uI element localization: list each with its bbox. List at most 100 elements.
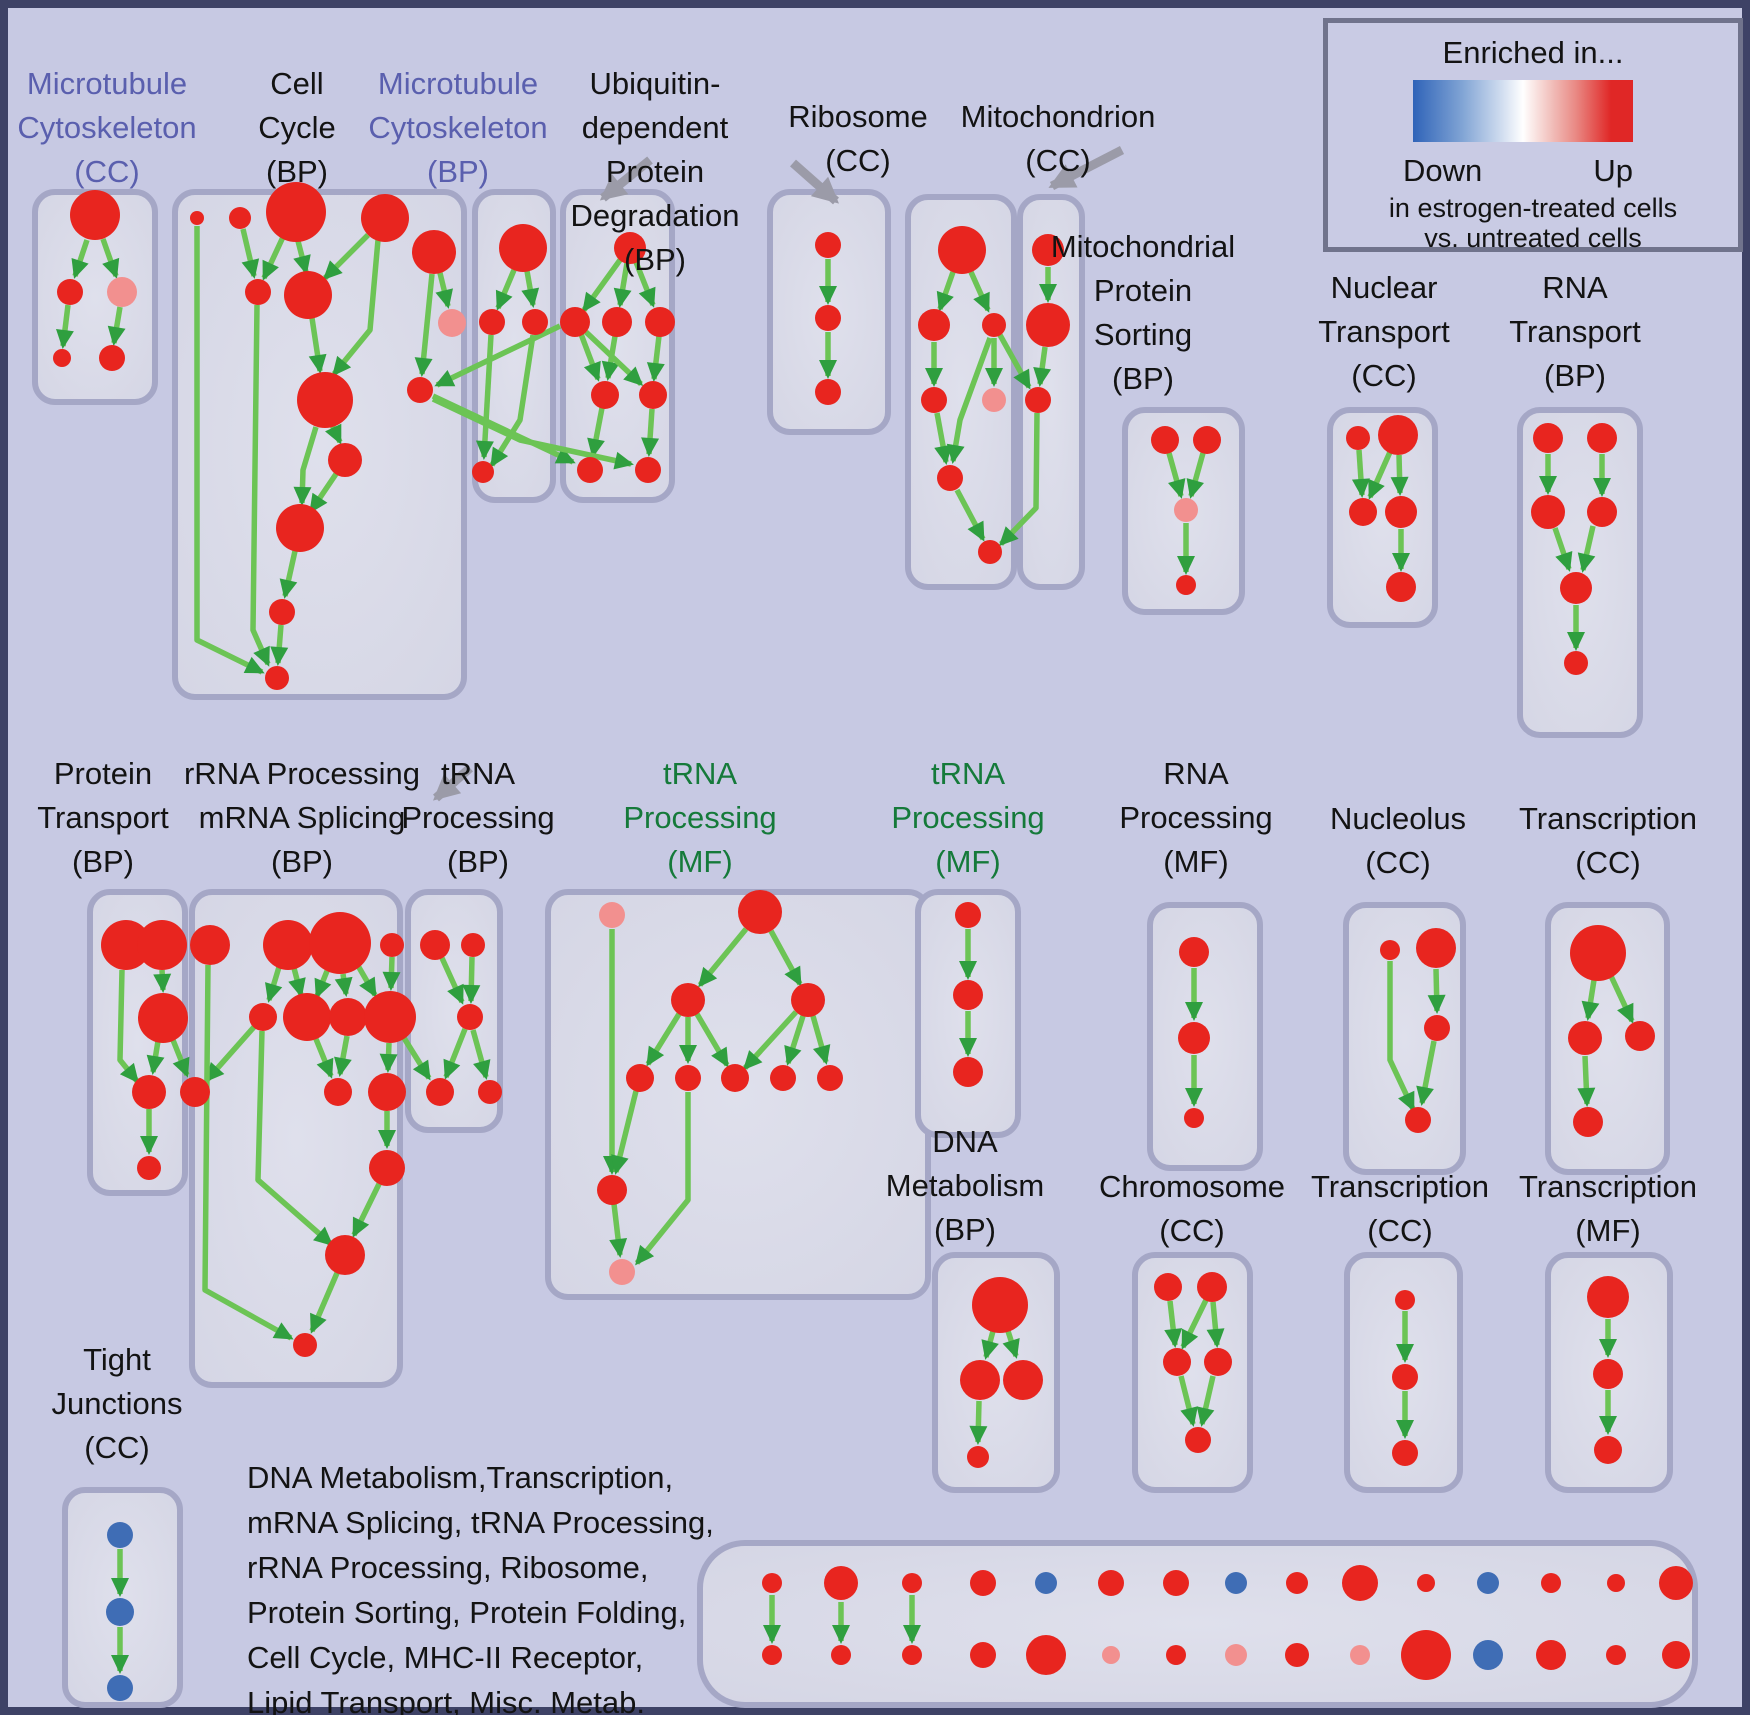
gene-node-blue (107, 1675, 133, 1701)
edge-arrow (255, 1030, 334, 1247)
edge-arrow (1416, 1040, 1437, 1106)
edge-arrow (641, 408, 660, 457)
gene-node-red (902, 1573, 922, 1593)
gene-node-red (1003, 1360, 1043, 1400)
edge-arrow (609, 1203, 628, 1258)
gene-node-red (1026, 1635, 1066, 1675)
gene-node-red (831, 1645, 851, 1665)
gene-node-blue (1473, 1640, 1503, 1670)
gene-node-red (1625, 1021, 1655, 1051)
cluster-box-tight-junctions-cc (62, 1487, 183, 1708)
edge-arrow (475, 334, 494, 460)
gene-node-red (970, 1642, 996, 1668)
gene-node-red (921, 387, 947, 413)
cross-edge-arrow (170, 1038, 190, 1078)
gene-node-red (626, 1064, 654, 1092)
edge-arrow (107, 306, 126, 346)
edge-arrow (146, 1040, 165, 1075)
edge-arrow (1164, 1300, 1183, 1348)
cluster-label-transcription-cc-bottom: Transcription (CC) (1310, 1169, 1490, 1248)
gene-node-pink (982, 388, 1006, 412)
gene-node-red (972, 1277, 1028, 1333)
edge-arrow (810, 1015, 831, 1065)
edge-arrow (414, 273, 435, 377)
gene-node-red (522, 309, 548, 335)
edge-arrow (768, 929, 803, 987)
gene-node-red (1026, 303, 1070, 347)
gene-node-red (457, 1004, 483, 1030)
gene-node-red (1587, 497, 1617, 527)
cluster-label-dna-metabolism-bp: DNA Metabolism (BP) (885, 1124, 1045, 1247)
edge-arrow (946, 337, 993, 464)
gene-node-red (269, 599, 295, 625)
gene-node-red (1405, 1107, 1431, 1133)
edge-arrow (611, 1090, 639, 1175)
edge-arrow (981, 1330, 999, 1360)
cluster-label-ribosome-cc: Ribosome (CC) (788, 99, 928, 178)
cross-edge-arrow (997, 333, 1032, 390)
gene-node-pink (1174, 498, 1198, 522)
gene-node-red (955, 902, 981, 928)
gene-node-red (1606, 1645, 1626, 1665)
edge-arrow (1577, 1055, 1596, 1107)
edge-arrow (495, 268, 517, 311)
gene-node-red (1593, 1359, 1623, 1389)
gene-node-red (369, 1150, 405, 1186)
gene-node-red (283, 993, 331, 1041)
gene-node-red (249, 1003, 277, 1031)
gene-node-red (99, 345, 125, 371)
gene-node-red (137, 920, 187, 970)
edge-arrow (439, 956, 465, 1005)
gene-node-red (1401, 1630, 1451, 1680)
gene-node-red (1032, 234, 1064, 266)
gene-node-red (1662, 1641, 1690, 1669)
gene-node-red (1417, 1574, 1435, 1592)
legend-down-label: Down (1403, 153, 1483, 188)
edge-arrow (293, 426, 319, 506)
gene-node-red (1151, 426, 1179, 454)
edge-arrow (954, 488, 986, 542)
gene-node-red (1541, 1573, 1561, 1593)
gene-node-red (1392, 1364, 1418, 1390)
gene-node-red (420, 930, 450, 960)
gene-node-red (368, 1073, 406, 1111)
edge-arrow (1002, 1330, 1020, 1359)
edge-arrow (240, 228, 260, 279)
gene-node-red (577, 457, 603, 483)
gene-node-red (284, 271, 332, 319)
edge-arrow (742, 1010, 799, 1071)
gene-node-red (614, 232, 646, 264)
gene-node-red (815, 379, 841, 405)
edge-arrow (470, 1029, 491, 1080)
edge-arrow (334, 1035, 352, 1077)
gene-node-red (639, 381, 667, 409)
gene-node-red (297, 372, 353, 428)
cluster-label-tight-junctions-cc: Tight Junctions (CC) (51, 1342, 183, 1465)
gene-node-red (57, 279, 83, 305)
cross-edge-arrow (431, 396, 634, 470)
gene-node-red (953, 1057, 983, 1087)
edge-arrow (1390, 454, 1409, 496)
gene-node-red (738, 890, 782, 934)
edge-arrow (1581, 979, 1600, 1021)
edge-arrow (250, 304, 271, 667)
gene-node-red (1349, 498, 1377, 526)
gene-node-red (1179, 937, 1209, 967)
gene-node-red (407, 377, 433, 403)
cluster-label-nucleolus-cc: Nucleolus (CC) (1329, 801, 1467, 880)
gene-node-red (101, 920, 151, 970)
gene-node-red (762, 1573, 782, 1593)
gene-node-pink (599, 902, 625, 928)
edge-arrow (934, 412, 952, 465)
gene-node-red (276, 504, 324, 552)
gene-node-red (499, 224, 547, 272)
gene-node-red (1607, 1574, 1625, 1592)
edge-arrow (265, 966, 283, 1003)
cluster-box-miscellaneous-strip (697, 1540, 1698, 1708)
edge-arrow (969, 1400, 988, 1445)
gene-node-red (309, 912, 371, 974)
edge-arrow (308, 317, 327, 374)
edge-arrow (331, 239, 381, 377)
gene-node-red (293, 1333, 317, 1357)
